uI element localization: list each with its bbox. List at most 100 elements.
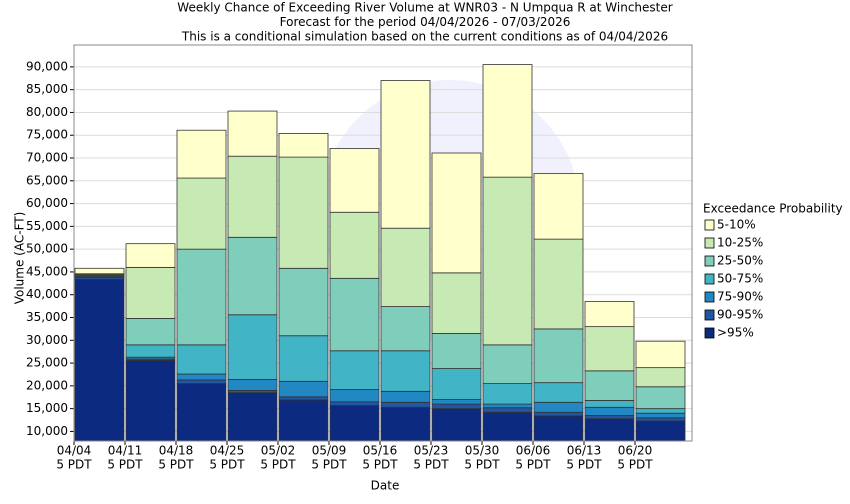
y-tick-label: 30,000 [26,333,68,347]
x-tick-label: 05/23 [414,444,449,458]
bar-segment [482,344,533,384]
legend-label: 10-25% [717,236,763,250]
bar-segment [329,389,380,403]
legend-swatch [704,219,715,231]
bar-segment [227,314,278,380]
legend-swatch [704,273,715,285]
x-tick-label: 04/04 [57,444,92,458]
bar-segment [380,406,431,441]
y-tick-label: 40,000 [26,287,68,301]
bar-segment [125,359,176,441]
bar-segment [584,418,635,441]
legend-swatch [704,291,715,303]
bar-segment [329,405,380,441]
bar-segment [584,415,635,420]
legend-swatch [704,309,715,321]
y-tick-label: 80,000 [26,105,68,119]
bar-segment [533,328,584,384]
bar-segment [431,152,482,274]
bar-segment [482,64,533,178]
legend-label: 90-95% [717,308,763,322]
x-tick-label: 04/18 [159,444,194,458]
legend-swatch [704,237,715,249]
legend-label: 25-50% [717,254,763,268]
bar-segment [431,408,482,441]
x-tick-sublabel: 5 PDT [464,458,500,472]
y-tick-label: 25,000 [26,356,68,370]
y-tick-label: 20,000 [26,378,68,392]
y-tick-label: 65,000 [26,173,68,187]
x-tick-sublabel: 5 PDT [515,458,551,472]
bar-segment [533,173,584,240]
bar-segment [482,383,533,405]
bar-segment [227,236,278,316]
y-axis-title: Volume (AC-FT) [13,212,27,305]
bar-segment [227,392,278,441]
bar-segment [584,301,635,328]
y-tick-label: 45,000 [26,264,68,278]
bar-segment [380,80,431,229]
bar-segment [278,335,329,382]
bar-segment [482,176,533,346]
x-tick-label: 06/06 [516,444,551,458]
bar-segment [227,110,278,157]
x-tick-sublabel: 5 PDT [362,458,398,472]
bar-segment [635,417,686,422]
x-tick-sublabel: 5 PDT [209,458,245,472]
bar-segment [125,266,176,319]
x-tick-label: 05/16 [363,444,398,458]
bar-segment [380,227,431,307]
bar-segment [431,272,482,334]
x-tick-sublabel: 5 PDT [107,458,143,472]
y-tick-label: 85,000 [26,82,68,96]
bar-segment [74,278,125,441]
x-tick-label: 06/13 [567,444,602,458]
x-tick-sublabel: 5 PDT [158,458,194,472]
bar-segment [431,403,482,410]
x-axis-title: Date [371,479,400,493]
bar-segment [125,243,176,268]
bar-segment [635,408,686,414]
bar-segment [431,368,482,400]
bar-segment [380,350,431,392]
legend-label: 50-75% [717,272,763,286]
y-tick-label: 60,000 [26,196,68,210]
bar-segment [176,177,227,250]
y-tick-label: 10,000 [26,424,68,438]
bar-segment [329,401,380,406]
x-tick-label: 04/25 [210,444,245,458]
bar-segment [635,367,686,388]
chart-title: Weekly Chance of Exceeding River Volume … [177,1,672,15]
y-tick-label: 55,000 [26,219,68,233]
x-tick-sublabel: 5 PDT [566,458,602,472]
bar-segment [74,267,125,275]
bar-segment [482,403,533,409]
legend-swatch [704,327,715,339]
bar-segment [125,344,176,358]
bar-segment [176,383,227,441]
bar-segment [278,267,329,337]
bar-segment [176,129,227,179]
bar-segment [278,380,329,398]
legend-swatch [704,255,715,267]
bar-segment [584,406,635,416]
bar-segment [278,156,329,269]
x-tick-sublabel: 5 PDT [56,458,92,472]
bar-segment [227,155,278,238]
y-tick-label: 35,000 [26,310,68,324]
y-tick-label: 70,000 [26,151,68,165]
chart-title: This is a conditional simulation based o… [181,30,668,44]
bar-segment [278,396,329,401]
bar-segment [329,211,380,279]
bar-segment [380,306,431,352]
y-tick-label: 75,000 [26,128,68,142]
bar-segment [431,399,482,405]
bar-segment [533,415,584,441]
x-tick-sublabel: 5 PDT [617,458,653,472]
y-tick-label: 90,000 [26,59,68,73]
bar-segment [584,326,635,372]
bar-segment [584,400,635,408]
bar-segment [278,399,329,441]
x-tick-label: 05/30 [465,444,500,458]
